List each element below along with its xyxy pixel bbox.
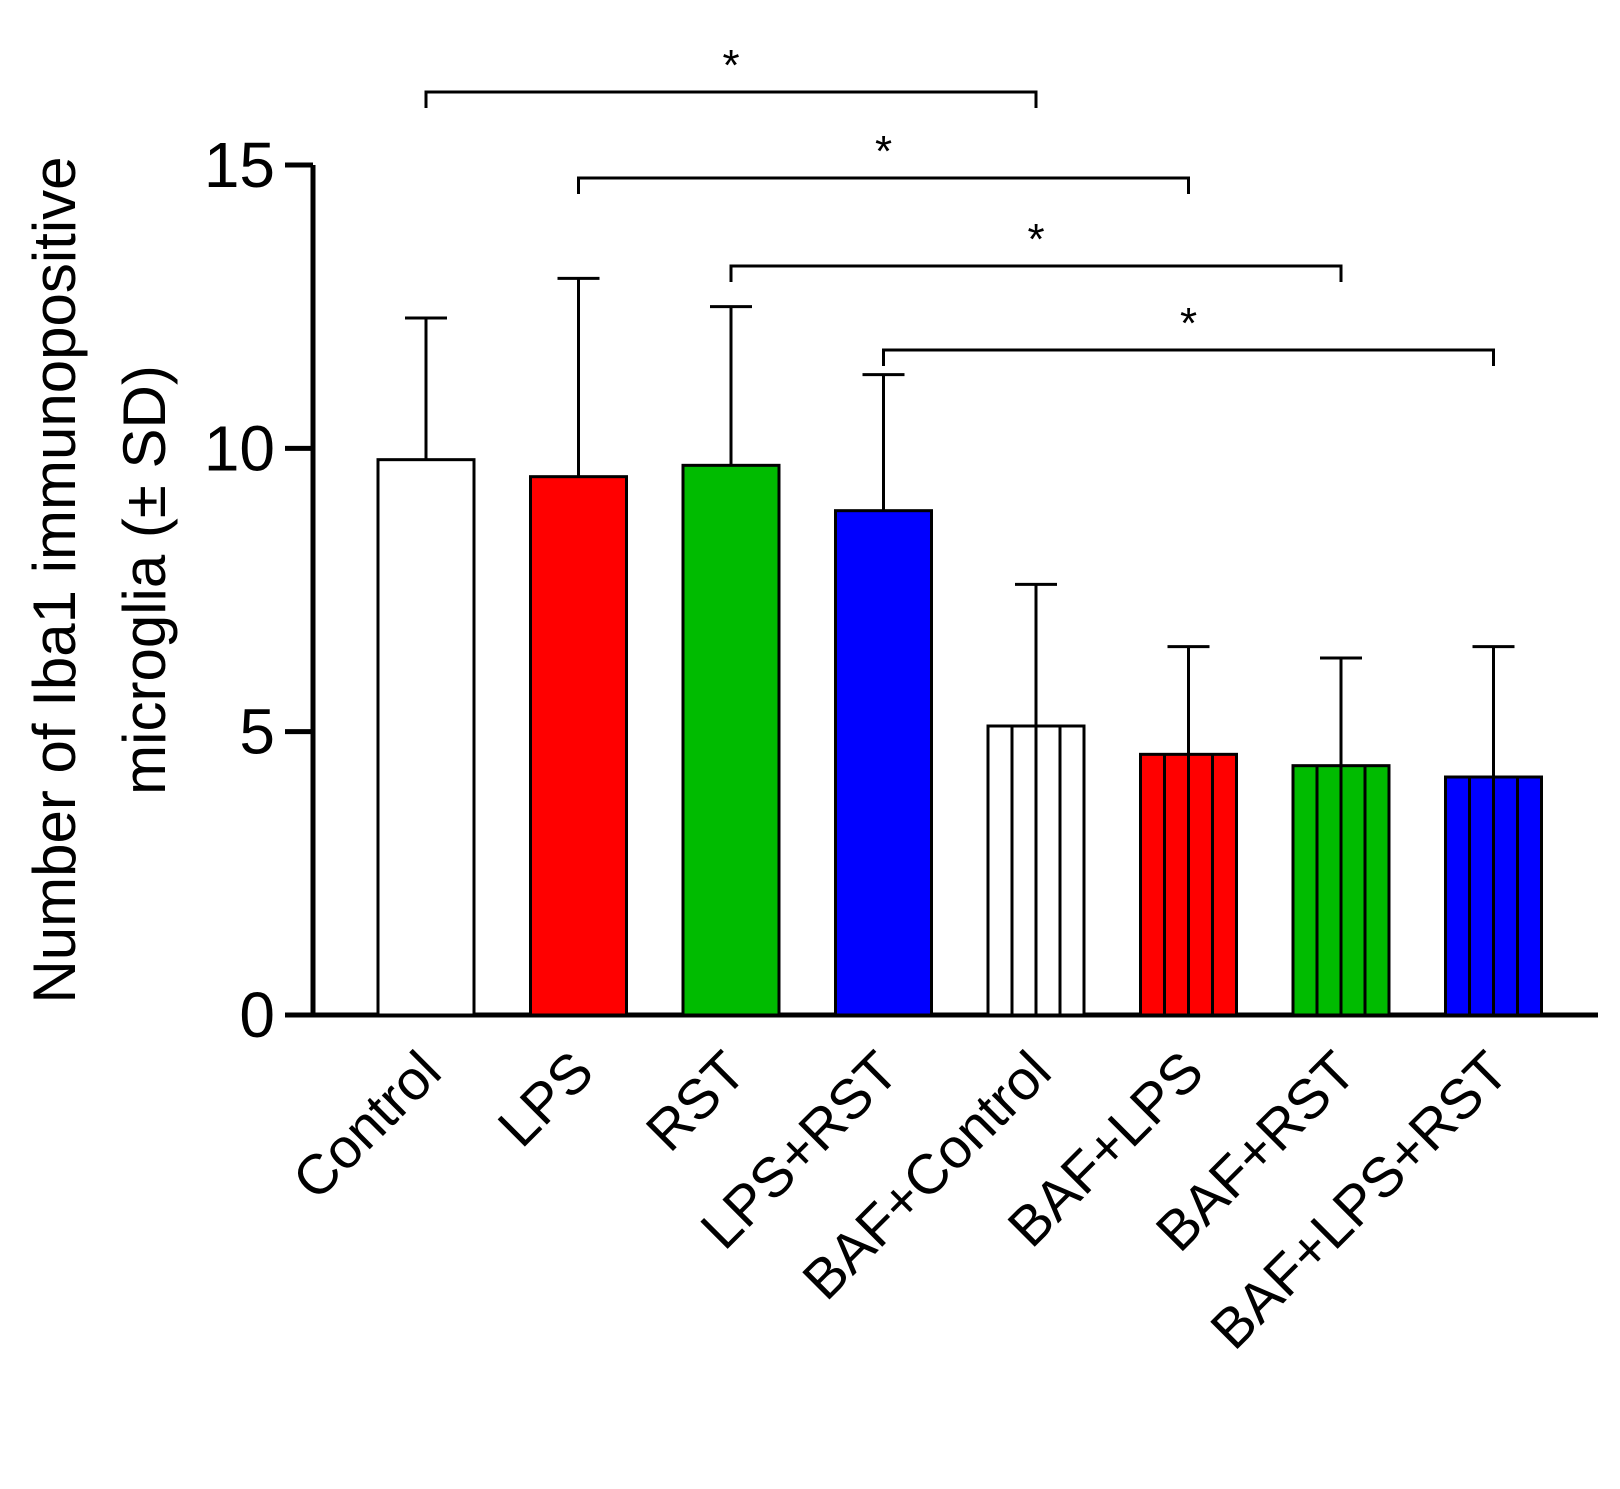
significance-star: * bbox=[1180, 299, 1197, 348]
significance-bracket bbox=[729, 264, 1343, 282]
significance-star: * bbox=[875, 127, 892, 176]
significance-bracket bbox=[424, 90, 1038, 108]
bar bbox=[834, 509, 933, 1017]
significance-star: * bbox=[1027, 215, 1044, 264]
bar bbox=[529, 475, 628, 1017]
x-category-label: LPS bbox=[486, 1039, 605, 1158]
significance-bracket bbox=[882, 348, 1495, 366]
significance-bracket bbox=[577, 176, 1190, 194]
y-tick-label: 15 bbox=[204, 129, 275, 201]
y-tick-label: 5 bbox=[239, 696, 275, 768]
y-axis-title-line-1: Number of Iba1 immunopositive bbox=[21, 156, 88, 1003]
bar bbox=[681, 463, 781, 1017]
y-axis-title-line-2: microglia (± SD) bbox=[111, 365, 178, 795]
y-tick-label: 0 bbox=[239, 979, 275, 1051]
bar bbox=[376, 458, 476, 1017]
x-category-label: Control bbox=[280, 1039, 452, 1211]
significance-star: * bbox=[722, 41, 739, 90]
y-tick-label: 10 bbox=[204, 412, 275, 484]
y-axis-title: Number of Iba1 immunopositive microglia … bbox=[21, 156, 178, 1003]
x-category-label: RST bbox=[634, 1039, 758, 1163]
